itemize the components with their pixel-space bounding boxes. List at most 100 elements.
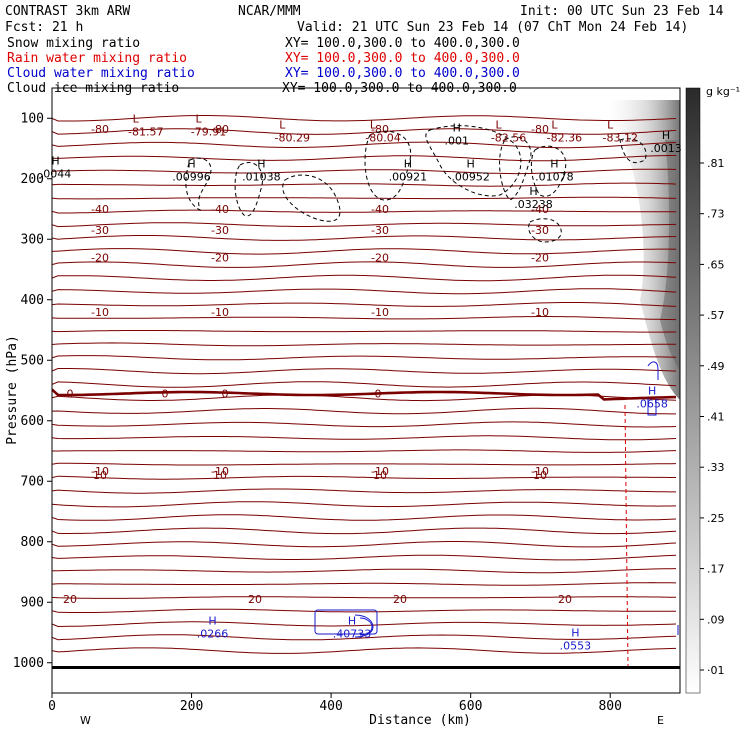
temperature-contour-label: 20 xyxy=(393,593,407,606)
extremum-marker: L xyxy=(607,118,614,131)
temperature-contour xyxy=(52,421,677,428)
temperature-contour-label: -20 xyxy=(531,251,549,264)
extremum-value: -81.57 xyxy=(128,125,163,138)
extremum-marker: H xyxy=(662,129,670,142)
snow-dashed-contours xyxy=(185,125,647,243)
snow-contour xyxy=(234,162,264,217)
temperature-contour-label: -80 xyxy=(91,123,109,136)
extremum-marker: L xyxy=(279,118,286,131)
y-tick-label: 300 xyxy=(21,232,44,247)
temperature-contour-label: 0 xyxy=(162,388,169,401)
cloud-water-contour xyxy=(647,361,659,416)
extremum-marker: H xyxy=(571,627,579,640)
temperature-contour xyxy=(52,568,677,574)
temperature-contour-label: 20 xyxy=(248,593,262,606)
x-tick-label: 800 xyxy=(598,699,621,714)
x-tick-label: 0 xyxy=(48,699,56,714)
x-tick-label: 600 xyxy=(459,699,482,714)
extremum-value: -79.91 xyxy=(191,125,226,138)
extremum-value: .001 xyxy=(444,134,469,147)
temperature-contour-label: 10 xyxy=(213,469,227,482)
temperature-contour xyxy=(52,330,676,333)
temperature-contour xyxy=(52,488,676,494)
header-fcst: Fcst: 21 h xyxy=(5,20,83,35)
temperature-contour xyxy=(52,302,677,307)
extremum-marker: H xyxy=(348,614,356,627)
temperature-contour-label: -10 xyxy=(371,306,389,319)
temperature-contour xyxy=(52,527,677,535)
extremum-value: .0266 xyxy=(197,627,229,640)
snow-contour xyxy=(185,157,212,211)
temperature-contour-label: -10 xyxy=(211,306,229,319)
extremum-marker: H xyxy=(404,158,412,171)
y-tick-label: 200 xyxy=(21,172,44,187)
temperature-contour-label: -40 xyxy=(371,203,389,216)
cloud-water-contour xyxy=(314,609,378,635)
extremum-value: -82.56 xyxy=(491,131,526,144)
temperature-contour-label: -40 xyxy=(91,203,109,216)
cloud-water-contour xyxy=(359,617,373,636)
colorbar-tick-label: .33 xyxy=(707,461,725,474)
temperature-contour-label: -10 xyxy=(371,465,389,478)
field-cloudwater-xy: XY= 100.0,300.0 to 400.0,300.0 xyxy=(285,66,520,81)
colorbar-tick-label: .09 xyxy=(707,613,725,626)
temperature-contour xyxy=(52,182,677,187)
extremum-value: .0013 xyxy=(650,142,682,155)
y-axis-title: Pressure (hPa) xyxy=(5,335,20,445)
snow-contour xyxy=(364,130,412,201)
snow-contour xyxy=(282,174,341,222)
temperature-contour xyxy=(52,541,677,548)
colorbar-tick-label: .65 xyxy=(707,258,725,271)
temperature-contour-label: -10 xyxy=(531,306,549,319)
y-tick-label: 500 xyxy=(21,353,44,368)
extremum-value: .00996 xyxy=(172,171,211,184)
extremum-marker: H xyxy=(529,185,537,198)
temperature-contour xyxy=(52,501,677,508)
extremum-marker: H xyxy=(550,158,558,171)
temperature-contour xyxy=(52,288,677,295)
field-snow-xy: XY= 100.0,300.0 to 400.0,300.0 xyxy=(285,36,520,51)
x-axis-title: Distance (km) xyxy=(369,713,471,728)
temperature-contour xyxy=(52,596,677,599)
temperature-contour xyxy=(52,647,677,654)
temperature-contour xyxy=(52,449,677,453)
snow-contour xyxy=(425,125,522,197)
snow-contour xyxy=(528,218,562,243)
extremum-marker: L xyxy=(370,118,377,131)
header-org: NCAR/MMM xyxy=(238,4,301,19)
temperature-contour-label: -10 xyxy=(91,306,109,319)
header-valid: Valid: 21 UTC Sun 23 Feb 14 (07 ChT Mon … xyxy=(297,20,688,35)
extremum-value: .0553 xyxy=(560,640,592,653)
east-label: E xyxy=(657,714,664,727)
temperature-contour xyxy=(52,196,677,200)
extremum-marker: H xyxy=(648,385,656,398)
temperature-contour xyxy=(52,355,677,361)
y-tick-label: 700 xyxy=(21,474,44,489)
y-tick-label: 800 xyxy=(21,535,44,550)
colorbar-tick-label: .81 xyxy=(707,157,725,170)
extremum-marker: H xyxy=(453,121,461,134)
temperature-contour xyxy=(52,475,676,480)
cloud-water-contour xyxy=(354,614,374,638)
temperature-contour xyxy=(52,209,676,214)
temperature-contour xyxy=(52,274,677,282)
extremum-value: .00952 xyxy=(451,171,490,184)
extremum-value: .03238 xyxy=(514,198,553,211)
temperature-contour xyxy=(52,261,677,268)
temperature-contour-label: 10 xyxy=(533,469,547,482)
colorbar-tick-label: .73 xyxy=(707,208,725,221)
extremum-value: .40733 xyxy=(333,627,372,640)
ice-shading-east-core xyxy=(660,140,680,370)
y-tick-label: 900 xyxy=(21,595,44,610)
extremum-marker: L xyxy=(551,118,558,131)
temperature-contour xyxy=(52,248,677,255)
temperature-contour xyxy=(52,115,677,122)
extremum-marker: H xyxy=(187,158,195,171)
extremum-marker: H xyxy=(257,158,265,171)
ice-shading-east xyxy=(600,100,680,400)
snow-contour xyxy=(499,136,532,201)
temperature-contour-label: -10 xyxy=(211,465,229,478)
temperature-contour-label: -80 xyxy=(531,123,549,136)
extremum-marker: H xyxy=(467,158,475,171)
